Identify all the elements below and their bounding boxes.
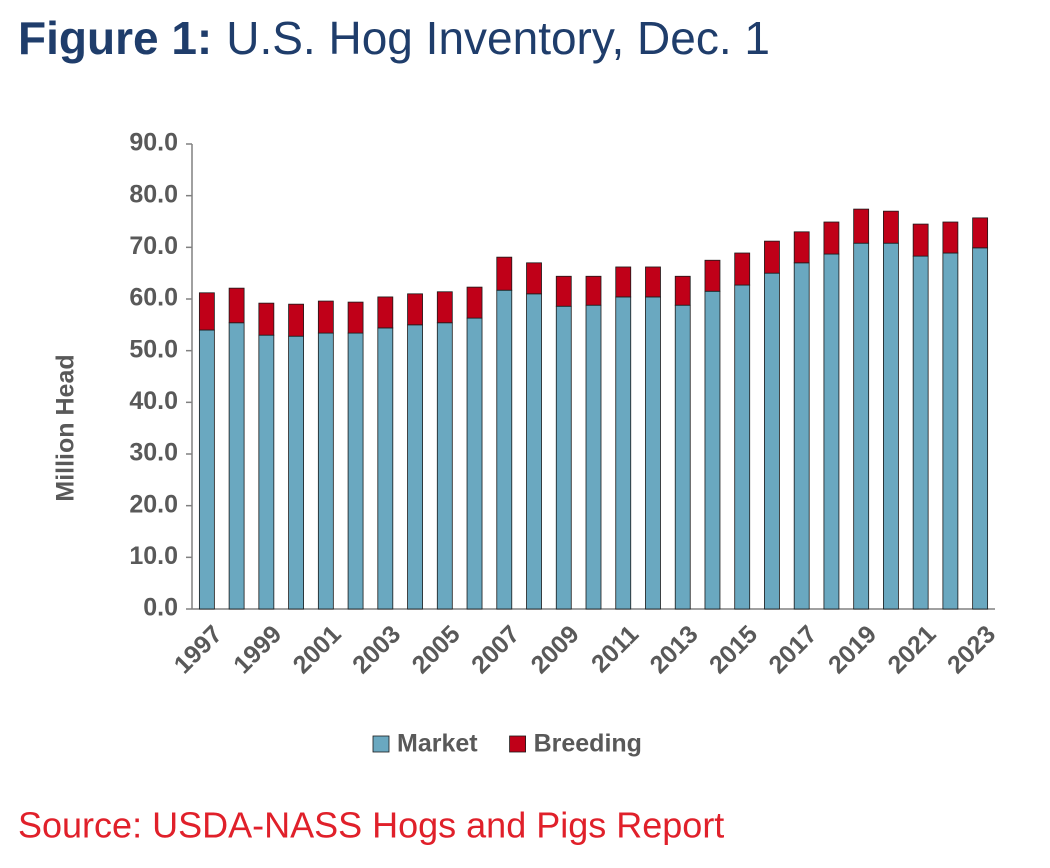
bar-segment	[407, 324, 423, 610]
bar-segment	[258, 302, 275, 336]
bar-segment	[466, 286, 483, 319]
bar-segment	[585, 275, 602, 306]
bar-segment	[645, 296, 661, 610]
bar-segment	[347, 301, 364, 334]
y-tick-label: 80.0	[129, 180, 178, 208]
bar-segment	[764, 272, 780, 610]
bar-segment	[198, 292, 215, 331]
bar-segment	[704, 259, 721, 292]
x-tick-label: 2011	[586, 620, 644, 678]
bar-segment	[734, 284, 751, 610]
bar-segment	[526, 293, 542, 610]
bar-segment	[228, 322, 245, 610]
bar-segment	[288, 303, 304, 337]
bar-segment	[496, 256, 513, 291]
bar-segment	[764, 240, 780, 274]
bar-segment	[288, 335, 304, 610]
bar-segment	[228, 287, 245, 324]
bar-segment	[555, 275, 572, 307]
bar-segment	[793, 231, 810, 264]
legend-label: Breeding	[534, 730, 642, 758]
bar-segment	[377, 296, 394, 329]
bar-segment	[555, 305, 572, 610]
y-tick-label: 20.0	[129, 490, 178, 518]
legend-swatch	[372, 735, 390, 753]
bar-segment	[674, 304, 691, 610]
x-tick-label: 2005	[407, 620, 466, 679]
bar-segment	[883, 242, 899, 610]
bar-segment	[912, 223, 929, 257]
bar-segment	[972, 247, 989, 610]
bar-segment	[823, 221, 840, 255]
bar-segment	[704, 290, 721, 610]
y-tick-label: 90.0	[129, 129, 178, 157]
x-tick-label: 1999	[228, 620, 287, 679]
y-tick-label: 0.0	[143, 594, 178, 622]
bar-segment	[942, 252, 959, 610]
y-tick-label: 50.0	[129, 335, 178, 363]
source: Source: USDA-NASS Hogs and Pigs Report	[18, 805, 724, 846]
legend-label: Market	[397, 730, 478, 758]
bar-segment	[853, 242, 870, 610]
bar-segment	[436, 291, 453, 324]
y-tick-label: 30.0	[129, 439, 178, 467]
bar-segment	[615, 266, 632, 298]
bar-segment	[793, 262, 810, 610]
bar-segment	[734, 252, 751, 286]
bar-segment	[883, 210, 899, 244]
title: U.S. Hog Inventory, Dec. 1	[226, 12, 770, 64]
x-tick-label: 2007	[466, 620, 525, 679]
x-tick-label: 2017	[763, 620, 822, 679]
bar-segment	[972, 217, 989, 249]
figure-label: Figure 1:	[18, 12, 212, 64]
bar-segment	[466, 317, 483, 610]
bar-segment	[317, 332, 334, 610]
bar-segment	[645, 266, 661, 298]
bar-segment	[407, 293, 423, 326]
bar-segment	[823, 253, 840, 610]
x-tick-label: 2023	[942, 620, 1001, 679]
bar-segment	[317, 300, 334, 334]
bar-segment	[615, 296, 632, 610]
x-tick-label: 2009	[526, 620, 585, 679]
bar-segment	[526, 262, 542, 295]
x-tick-label: 1997	[169, 620, 228, 679]
bar-segment	[942, 221, 959, 254]
y-tick-label: 70.0	[129, 232, 178, 260]
bar-segment	[258, 334, 275, 610]
bar-segment	[585, 304, 602, 610]
x-tick-label: 2021	[882, 620, 941, 679]
bar-segment	[496, 289, 513, 610]
chart-title: Figure 1: U.S. Hog Inventory, Dec. 1	[18, 12, 770, 64]
bar-segment	[674, 275, 691, 306]
y-tick-label: 10.0	[129, 542, 178, 570]
bar-segment	[436, 322, 453, 610]
bar-segment	[198, 329, 215, 610]
x-tick-label: 2013	[645, 620, 704, 679]
x-tick-label: 2001	[288, 620, 347, 679]
bar-segment	[912, 255, 929, 610]
y-axis-label: Million Head	[52, 354, 80, 501]
bar-segment	[853, 208, 870, 244]
legend-swatch	[509, 735, 526, 753]
y-tick-label: 40.0	[129, 387, 178, 415]
y-tick-label: 60.0	[129, 284, 178, 312]
bar-segment	[377, 327, 394, 610]
x-tick-label: 2019	[823, 620, 882, 679]
x-tick-label: 2015	[704, 620, 763, 679]
x-tick-label: 2003	[347, 620, 406, 679]
bar-segment	[347, 332, 364, 610]
